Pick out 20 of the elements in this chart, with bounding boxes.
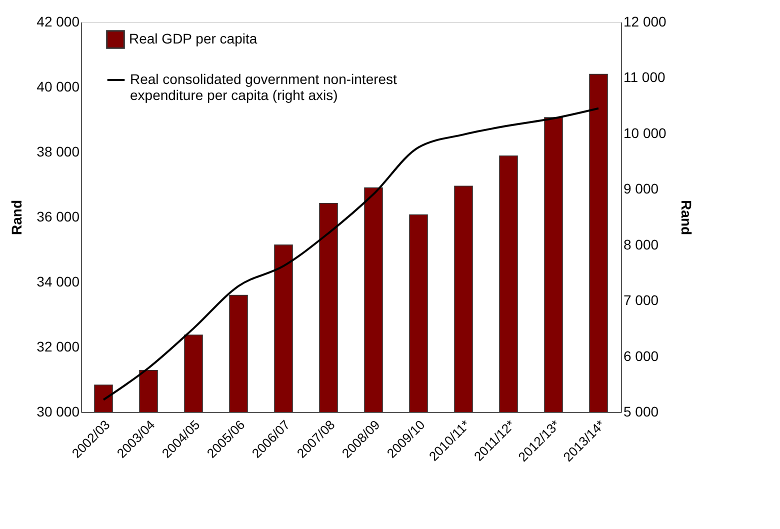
y2-axis-title: Rand [678,200,694,235]
y2-tick-label: 9 000 [624,180,659,197]
y-tick-label: 40 000 [36,78,80,94]
y-tick-label: 32 000 [36,338,80,354]
y2-tick-label: 12 000 [624,14,667,30]
y2-tick-label: 7 000 [624,292,659,308]
legend-label: Real consolidated government non-interest expenditure per capita (right axis) [130,71,398,103]
y-tick-label: 34 000 [36,274,80,290]
y2-tick-label: 5 000 [624,404,659,420]
y-tick-label: 38 000 [36,144,80,160]
legend-label: Real GDP per capita [129,30,258,46]
y-tick-label: 42 000 [36,14,80,30]
y2-tick-label: 10 000 [624,124,667,141]
y-axis-title: Rand [8,200,25,235]
y-tick-label: 30 000 [36,404,80,420]
y2-tick-label: 11 000 [624,69,666,86]
y-tick-label: 36 000 [36,208,80,224]
y2-tick-label: 8 000 [624,236,659,252]
line-series [102,107,600,401]
y2-tick-label: 6 000 [624,348,659,364]
